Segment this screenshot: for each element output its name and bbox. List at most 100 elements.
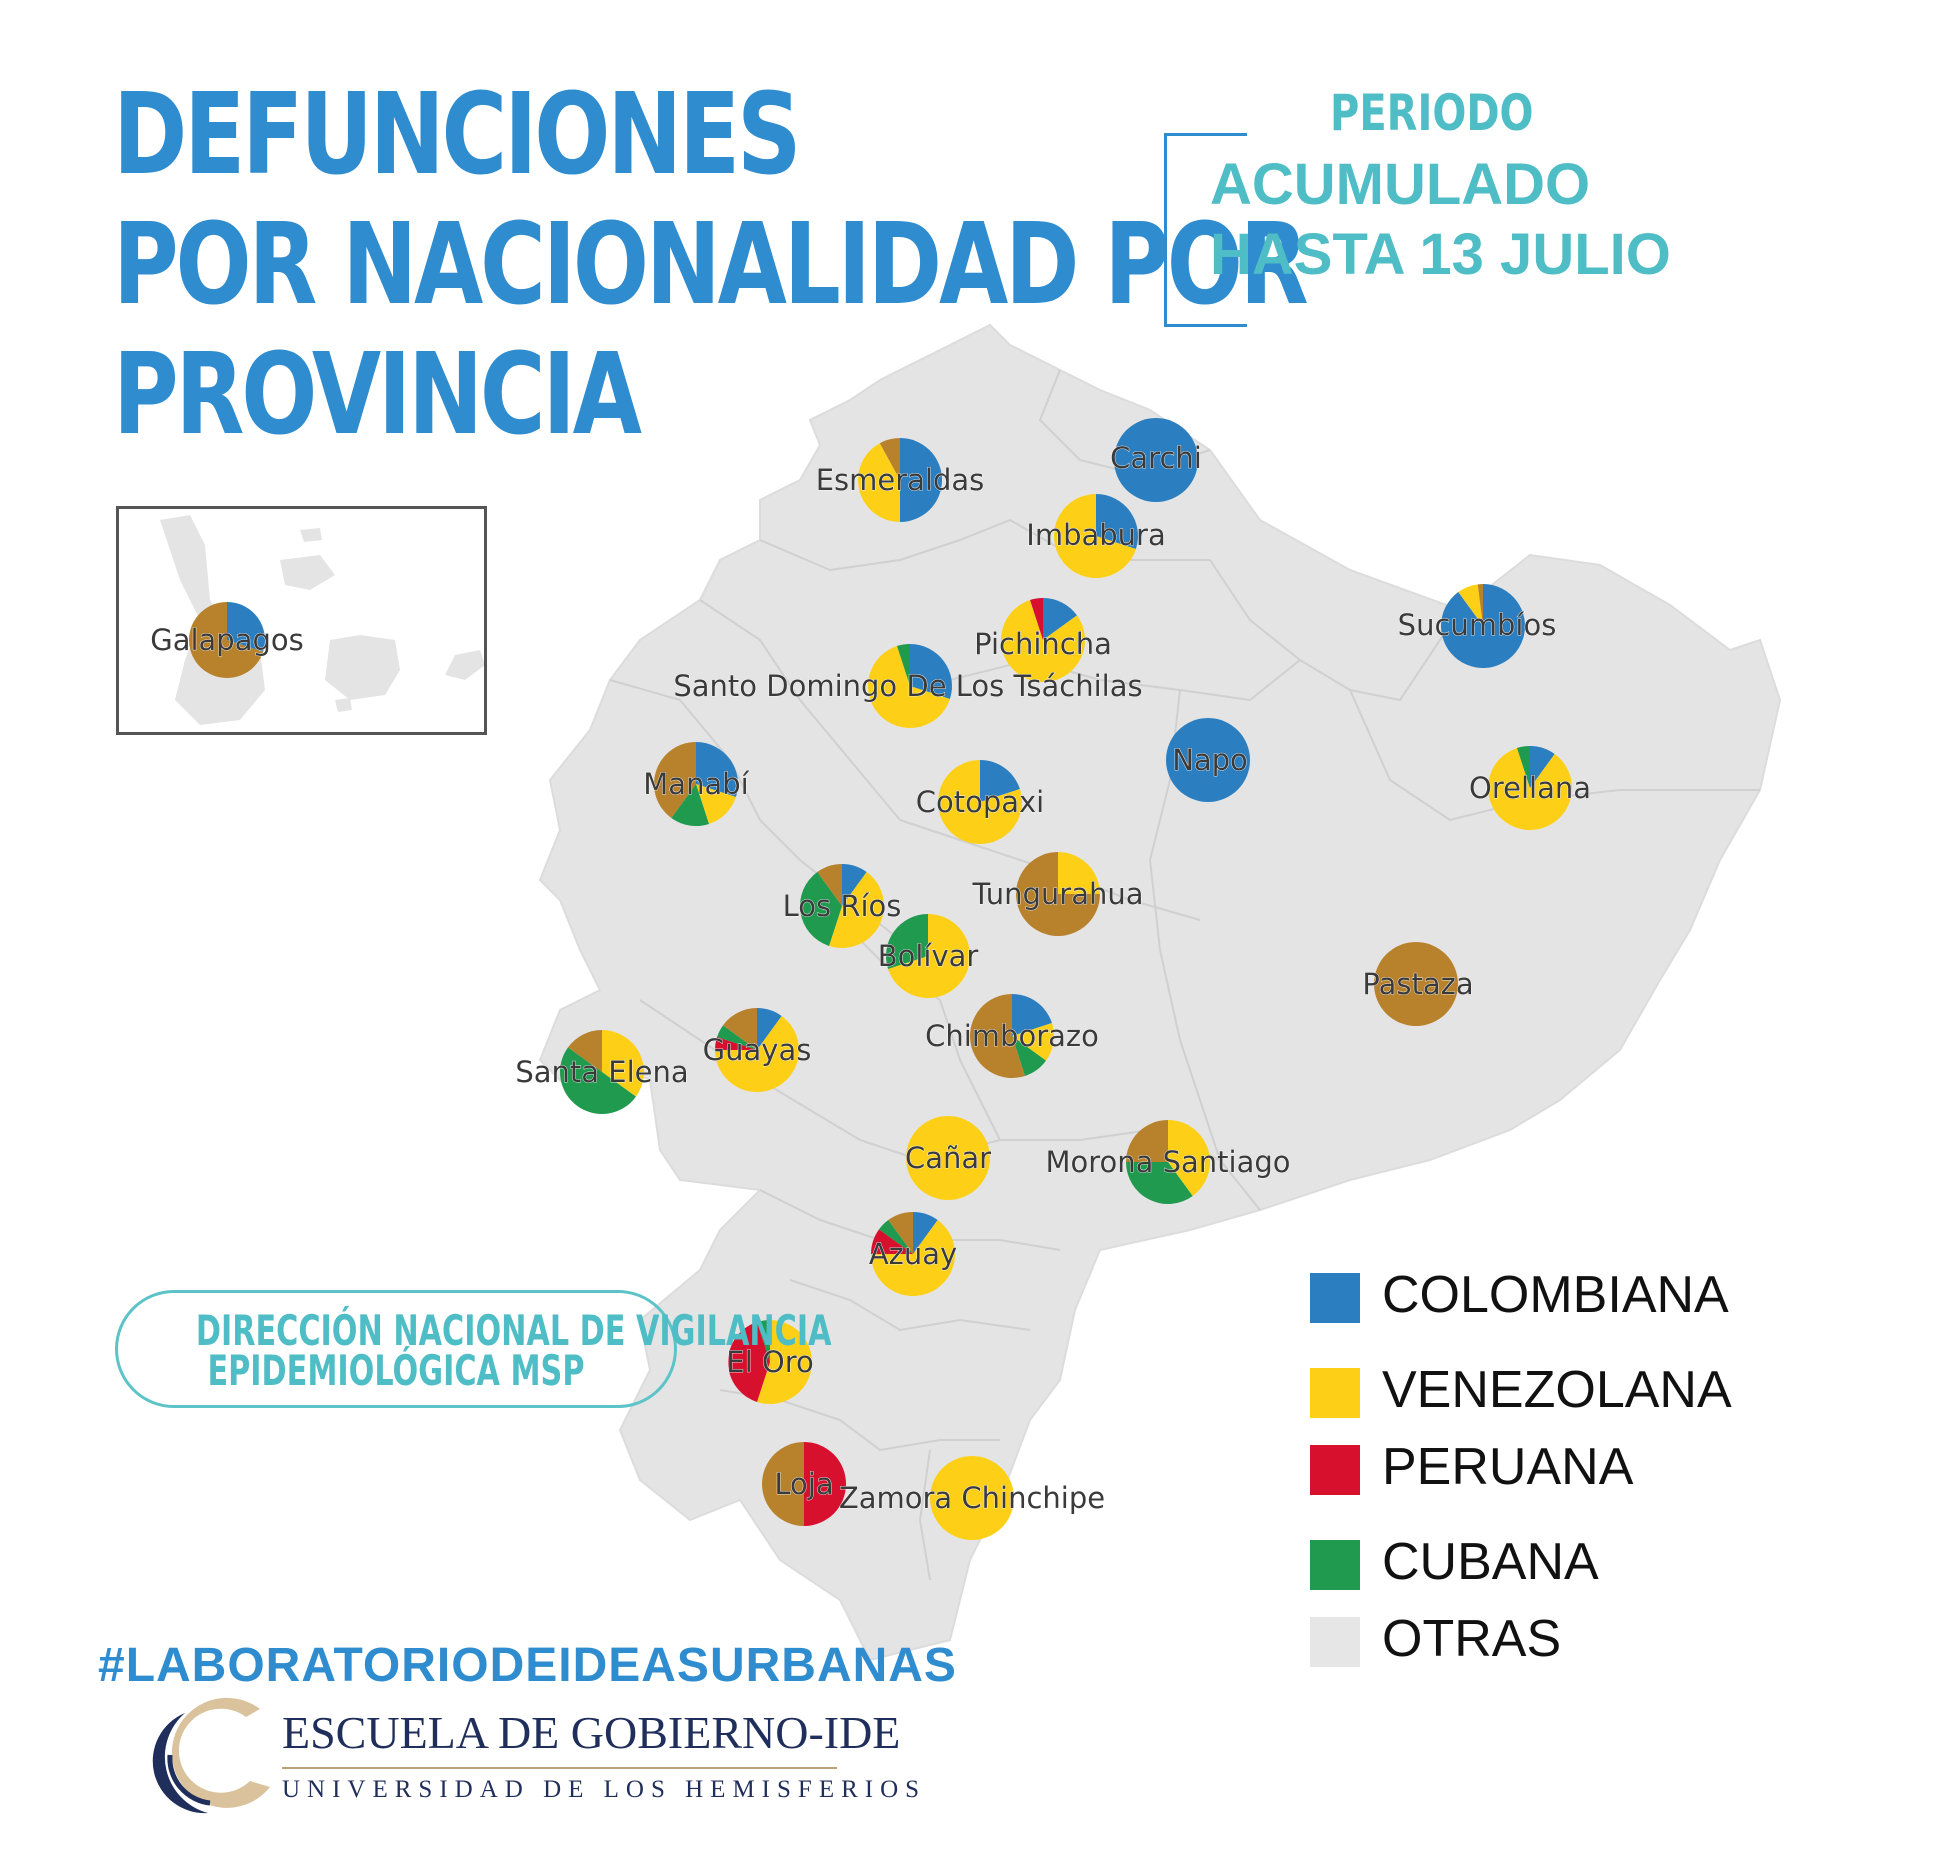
pie-zamora-chinchipe (930, 1456, 1014, 1540)
province-label: Manabí (643, 767, 749, 801)
pie-slice-colombiana (1114, 418, 1198, 502)
pie-slice-peruana (804, 1442, 846, 1526)
pie-slice-otras (654, 742, 696, 818)
pie-slice-cubana (671, 784, 709, 826)
pie-slice-colombiana (1096, 494, 1138, 549)
pie-slice-colombiana (842, 864, 867, 906)
legend-swatch (1310, 1445, 1360, 1495)
pie-slice-venezolana (1001, 600, 1085, 682)
legend-swatch (1310, 1617, 1360, 1667)
pie-napo (1166, 718, 1250, 802)
floreana-island (335, 698, 352, 712)
pie-slice-cubana (560, 1047, 636, 1114)
province-label: Morona Santiago (1045, 1145, 1290, 1179)
pie-slice-venezolana (696, 784, 736, 824)
pie-los-rios (800, 864, 884, 948)
pie-slice-colombiana (696, 742, 738, 797)
logo-emblem-icon (152, 1697, 270, 1814)
province-label: Pastaza (1362, 967, 1473, 1001)
period-value: ACUMULADO HASTA 13 JULIO (1210, 150, 1671, 290)
pie-manabi (654, 742, 738, 826)
province-pies (189, 418, 1572, 1540)
pie-cotopaxi (938, 760, 1022, 844)
province-label: Santo Domingo De Los Tsáchilas (673, 669, 1142, 703)
pie-slice-venezolana (1487, 748, 1572, 830)
pie-tungurahua (1016, 852, 1100, 936)
logo-divider (282, 1767, 837, 1769)
legend-swatch (1310, 1540, 1360, 1590)
province-label: Cañar (905, 1141, 991, 1175)
period-label: PERIODO (1330, 84, 1534, 142)
pie-slice-otras (723, 1008, 757, 1050)
legend-item-cubana: CUBANA (1310, 1532, 1870, 1592)
pie-slice-otras (888, 1212, 913, 1254)
santa-cruz-island (325, 635, 400, 700)
pie-slice-otras (1477, 584, 1483, 626)
pie-slice-colombiana (910, 644, 952, 699)
province-label: Carchi (1110, 441, 1202, 475)
pie-morona-santiago (1126, 1120, 1211, 1204)
logo-name: ESCUELA DE GOBIERNO-IDE (282, 1707, 901, 1758)
pie-slice-colombiana (227, 602, 265, 652)
pie-slice-venezolana (1054, 494, 1136, 578)
legend-swatch (1310, 1368, 1360, 1418)
pie-orellana (1487, 746, 1572, 830)
pie-slice-cubana (1012, 1036, 1046, 1076)
province-label: Zamora Chinchipe (839, 1481, 1105, 1515)
logo-subtitle: UNIVERSIDAD DE LOS HEMISFERIOS (282, 1776, 927, 1803)
pie-bolivar (885, 914, 971, 998)
period-value-line: HASTA 13 JULIO (1210, 222, 1671, 287)
legend-label: OTRAS (1382, 1610, 1562, 1668)
province-label: Galapagos (150, 623, 304, 657)
province-label: Los Ríos (783, 889, 902, 923)
province-label: Napo (1172, 743, 1248, 777)
pie-slice-cubana (717, 1025, 757, 1050)
province-label: Orellana (1469, 771, 1591, 805)
pie-slice-cubana (800, 872, 842, 946)
source-line: EPIDEMIOLÓGICA MSP (207, 1346, 585, 1395)
legend-swatch (1310, 1273, 1360, 1323)
pie-slice-venezolana (1168, 1120, 1211, 1196)
pie-slice-venezolana (757, 1320, 813, 1404)
pie-sucumbios (1441, 584, 1525, 668)
pie-azuay (871, 1212, 956, 1297)
pie-chimborazo (970, 994, 1054, 1078)
pie-slice-venezolana (938, 760, 1022, 844)
pie-slice-cubana (885, 914, 928, 969)
province-label: Tungurahua (971, 877, 1143, 911)
province-label: Imbabura (1026, 518, 1165, 552)
pie-slice-cubana (897, 644, 910, 686)
pie-imbabura (1054, 494, 1138, 578)
pie-carchi (1114, 418, 1198, 502)
pie-slice-venezolana (906, 1116, 990, 1200)
province-label: Esmeraldas (816, 463, 985, 497)
pie-slice-colombiana (913, 1212, 938, 1254)
province-label: Sucumbíos (1398, 608, 1557, 642)
province-label: El Oro (726, 1345, 813, 1379)
province-label: Azuay (869, 1237, 957, 1271)
pie-slice-colombiana (1043, 597, 1077, 640)
pie-slice-venezolana (858, 443, 900, 522)
source-badge: DIRECCIÓN NACIONAL DE VIGILANCIA EPIDEMI… (115, 1290, 832, 1408)
pie-santo-domingo-de-los-tsachilas (868, 644, 952, 729)
pie-pichincha (1001, 597, 1085, 682)
period-value-line: ACUMULADO (1210, 152, 1591, 217)
pie-slice-otras (1374, 942, 1458, 1026)
pie-slice-venezolana (930, 1456, 1014, 1540)
pie-slice-peruana (871, 1229, 913, 1254)
pie-slice-venezolana (868, 646, 950, 729)
legend-label: VENEZOLANA (1382, 1361, 1732, 1419)
pie-slice-colombiana (1166, 718, 1250, 802)
legend-label: PERUANA (1382, 1438, 1634, 1496)
pie-el-oro (728, 1320, 813, 1404)
hashtag: #LABORATORIODEIDEASURBANAS (98, 1639, 957, 1692)
pie-slice-colombiana (1012, 994, 1052, 1036)
pie-slice-peruana (1030, 598, 1043, 640)
title-line: PROVINCIA (113, 330, 642, 460)
province-label: Guayas (703, 1033, 812, 1067)
pie-loja (762, 1442, 846, 1526)
province-label: Bolívar (878, 939, 979, 973)
legend-label: COLOMBIANA (1382, 1266, 1729, 1324)
pie-slice-cubana (1126, 1162, 1193, 1204)
pie-slice-venezolana (1012, 1023, 1054, 1061)
